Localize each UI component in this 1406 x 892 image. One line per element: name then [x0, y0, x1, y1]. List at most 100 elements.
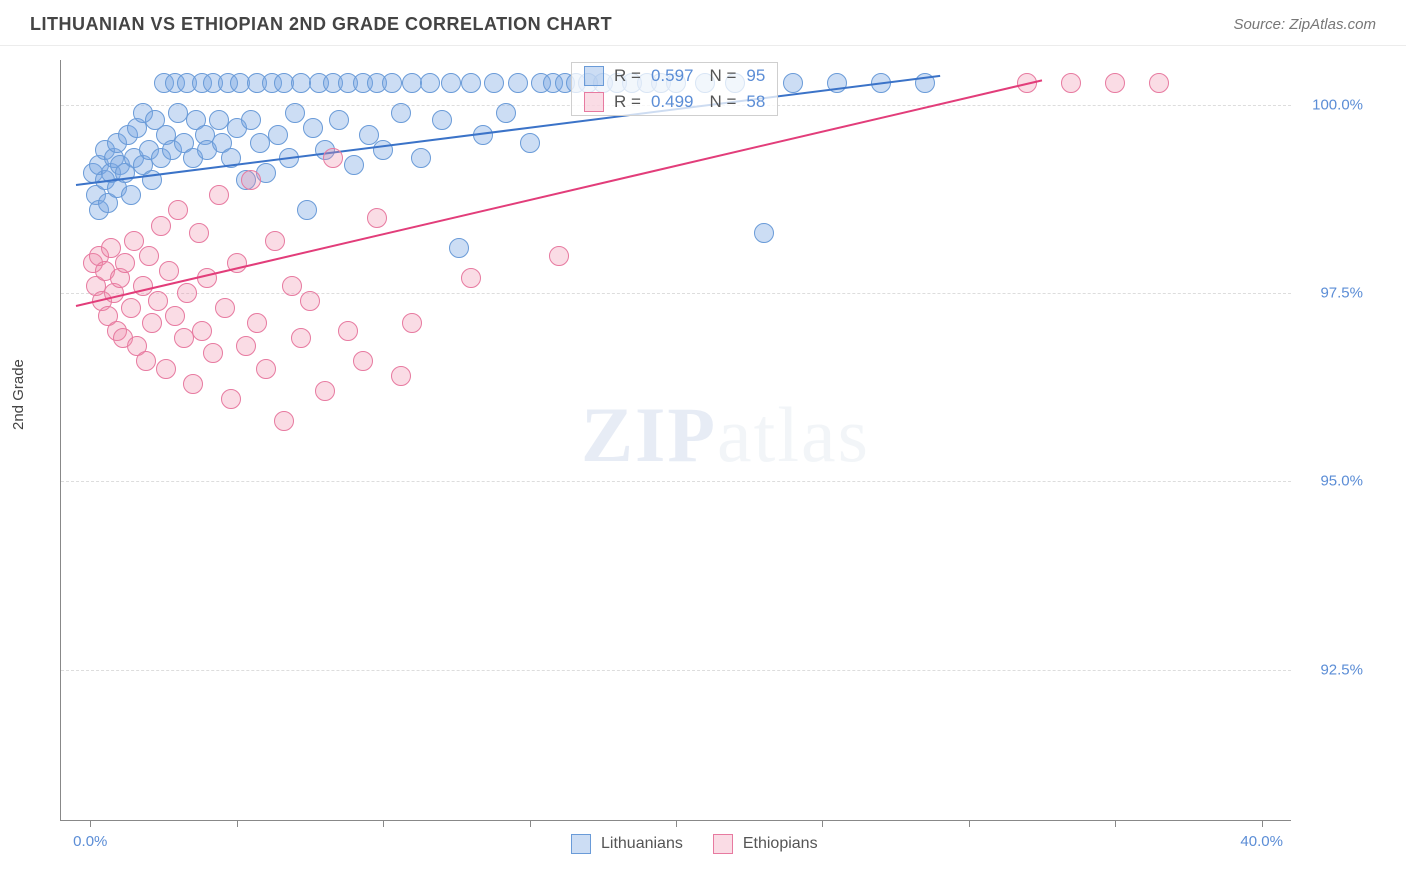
legend-rn-row-lithuanians: R = 0.597 N = 95 — [572, 63, 777, 89]
data-point-ethiopians — [189, 223, 209, 243]
data-point-ethiopians — [183, 374, 203, 394]
data-point-ethiopians — [221, 389, 241, 409]
y-tick-label: 92.5% — [1299, 661, 1363, 678]
data-point-ethiopians — [148, 291, 168, 311]
data-point-ethiopians — [139, 246, 159, 266]
data-point-ethiopians — [291, 328, 311, 348]
data-point-ethiopians — [1105, 73, 1125, 93]
bottom-legend-label: Lithuanians — [601, 835, 683, 853]
watermark-atlas: atlas — [717, 391, 870, 478]
bottom-legend-item-lithuanians: Lithuanians — [571, 834, 683, 854]
legend-swatch-lithuanians — [571, 834, 591, 854]
chart-header: LITHUANIAN VS ETHIOPIAN 2ND GRADE CORREL… — [0, 0, 1406, 46]
data-point-ethiopians — [165, 306, 185, 326]
legend-n-value: 58 — [746, 92, 765, 112]
legend-rn: R = 0.597 N = 95 R = 0.499 N = 58 — [571, 62, 778, 116]
y-axis-label: 2nd Grade — [10, 359, 27, 430]
data-point-ethiopians — [159, 261, 179, 281]
data-point-ethiopians — [323, 148, 343, 168]
x-tick — [676, 820, 677, 827]
data-point-lithuanians — [329, 110, 349, 130]
data-point-lithuanians — [432, 110, 452, 130]
data-point-ethiopians — [338, 321, 358, 341]
data-point-ethiopians — [1149, 73, 1169, 93]
bottom-legend: Lithuanians Ethiopians — [571, 834, 818, 854]
data-point-ethiopians — [156, 359, 176, 379]
data-point-ethiopians — [402, 313, 422, 333]
data-point-lithuanians — [391, 103, 411, 123]
legend-r-value: 0.597 — [651, 66, 694, 86]
legend-n-label: N = — [709, 92, 736, 112]
data-point-lithuanians — [520, 133, 540, 153]
data-point-lithuanians — [449, 238, 469, 258]
data-point-lithuanians — [441, 73, 461, 93]
x-tick — [822, 820, 823, 827]
watermark: ZIPatlas — [581, 390, 870, 480]
y-tick-label: 95.0% — [1299, 473, 1363, 490]
scatter-plot: ZIPatlas 92.5%95.0%97.5%100.0%0.0%40.0%R… — [60, 60, 1291, 821]
legend-r-value: 0.499 — [651, 92, 694, 112]
gridline-h — [61, 481, 1291, 482]
plot-wrap: ZIPatlas 92.5%95.0%97.5%100.0%0.0%40.0%R… — [60, 60, 1370, 820]
legend-rn-row-ethiopians: R = 0.499 N = 58 — [572, 89, 777, 115]
data-point-ethiopians — [391, 366, 411, 386]
data-point-ethiopians — [241, 170, 261, 190]
data-point-lithuanians — [484, 73, 504, 93]
data-point-lithuanians — [411, 148, 431, 168]
x-tick — [1262, 820, 1263, 827]
data-point-lithuanians — [508, 73, 528, 93]
data-point-lithuanians — [297, 200, 317, 220]
data-point-ethiopians — [282, 276, 302, 296]
data-point-ethiopians — [168, 200, 188, 220]
data-point-ethiopians — [197, 268, 217, 288]
gridline-h — [61, 293, 1291, 294]
data-point-lithuanians — [461, 73, 481, 93]
legend-n-label: N = — [709, 66, 736, 86]
legend-r-label: R = — [614, 92, 641, 112]
y-tick-label: 100.0% — [1299, 97, 1363, 114]
data-point-lithuanians — [121, 185, 141, 205]
data-point-ethiopians — [353, 351, 373, 371]
data-point-ethiopians — [247, 313, 267, 333]
data-point-ethiopians — [203, 343, 223, 363]
data-point-ethiopians — [151, 216, 171, 236]
x-tick-label: 40.0% — [1240, 833, 1283, 850]
bottom-legend-item-ethiopians: Ethiopians — [713, 834, 818, 854]
data-point-ethiopians — [121, 298, 141, 318]
legend-r-label: R = — [614, 66, 641, 86]
x-tick-label: 0.0% — [73, 833, 107, 850]
data-point-lithuanians — [496, 103, 516, 123]
data-point-ethiopians — [256, 359, 276, 379]
data-point-lithuanians — [268, 125, 288, 145]
data-point-ethiopians — [549, 246, 569, 266]
data-point-ethiopians — [115, 253, 135, 273]
legend-swatch-ethiopians — [584, 92, 604, 112]
data-point-ethiopians — [192, 321, 212, 341]
data-point-lithuanians — [344, 155, 364, 175]
data-point-ethiopians — [136, 351, 156, 371]
data-point-ethiopians — [209, 185, 229, 205]
x-tick — [530, 820, 531, 827]
gridline-h — [61, 670, 1291, 671]
x-tick — [237, 820, 238, 827]
x-tick — [969, 820, 970, 827]
chart-title: LITHUANIAN VS ETHIOPIAN 2ND GRADE CORREL… — [30, 14, 612, 35]
data-point-lithuanians — [303, 118, 323, 138]
data-point-lithuanians — [420, 73, 440, 93]
legend-swatch-lithuanians — [584, 66, 604, 86]
data-point-ethiopians — [215, 298, 235, 318]
x-tick — [1115, 820, 1116, 827]
data-point-ethiopians — [1061, 73, 1081, 93]
data-point-ethiopians — [177, 283, 197, 303]
data-point-ethiopians — [265, 231, 285, 251]
data-point-ethiopians — [142, 313, 162, 333]
legend-n-value: 95 — [746, 66, 765, 86]
bottom-legend-label: Ethiopians — [743, 835, 818, 853]
data-point-ethiopians — [367, 208, 387, 228]
x-tick — [90, 820, 91, 827]
data-point-lithuanians — [285, 103, 305, 123]
data-point-lithuanians — [241, 110, 261, 130]
watermark-zip: ZIP — [581, 391, 717, 478]
x-tick — [383, 820, 384, 827]
y-tick-label: 97.5% — [1299, 285, 1363, 302]
